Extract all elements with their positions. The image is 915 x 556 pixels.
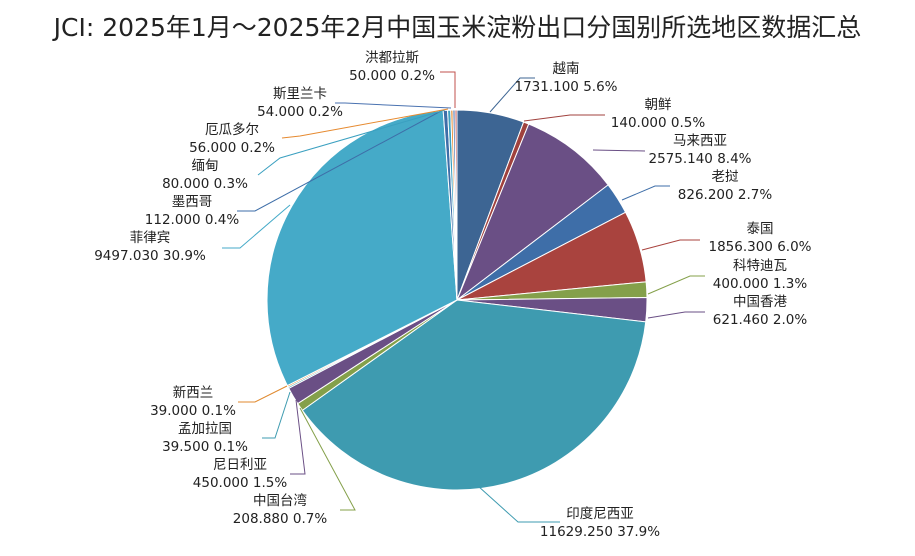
leader-line — [222, 204, 291, 249]
leader-line — [647, 275, 705, 295]
leader-line — [489, 77, 535, 113]
leader-line — [257, 109, 446, 176]
slice-label-value: 9497.030 30.9% — [94, 248, 206, 264]
slice-label-name: 缅甸 — [192, 158, 219, 174]
slice-label-value: 11629.250 37.9% — [540, 524, 660, 540]
slice-label-value: 80.000 0.3% — [162, 176, 248, 192]
leader-line — [237, 110, 442, 212]
slice-label-name: 中国台湾 — [253, 492, 307, 509]
pie-slice-17 — [454, 109, 458, 301]
leader-line — [335, 102, 452, 109]
slice-label-name: 印度尼西亚 — [566, 506, 634, 522]
slice-label-name: 朝鲜 — [645, 97, 672, 113]
slice-label-name: 斯里兰卡 — [273, 86, 327, 102]
leader-line — [440, 71, 456, 108]
slice-label-value: 826.200 2.7% — [678, 187, 773, 203]
leader-line — [477, 485, 560, 523]
slice-label-name: 科特迪瓦 — [733, 258, 787, 274]
chart-title: JCI: 2025年1月～2025年2月中国玉米淀粉出口分国别所选地区数据汇总 — [53, 13, 862, 42]
slice-label-name: 孟加拉国 — [178, 421, 232, 437]
leader-line — [262, 391, 291, 439]
leader-line — [290, 399, 306, 475]
slice-label-value: 112.000 0.4% — [145, 212, 240, 228]
pie-slice-2 — [455, 123, 609, 302]
slice-label-value: 39.000 0.1% — [150, 403, 236, 419]
leader-line — [641, 239, 700, 251]
slice-label-name: 墨西哥 — [172, 194, 213, 210]
slice-label-value: 39.500 0.1% — [162, 439, 248, 455]
slice-label-value: 450.000 1.5% — [193, 475, 288, 491]
slice-label-value: 54.000 0.2% — [257, 104, 343, 120]
slice-label-name: 老挝 — [712, 169, 740, 185]
leader-line — [647, 311, 705, 319]
leader-line — [238, 385, 288, 403]
slice-label-value: 1731.100 5.6% — [514, 79, 617, 95]
slice-label-value: 2575.140 8.4% — [648, 151, 751, 167]
leader-line — [281, 108, 449, 139]
slice-label-name: 越南 — [553, 61, 580, 77]
pie-slice-7 — [301, 299, 647, 491]
slice-label-value: 621.460 2.0% — [713, 312, 808, 328]
leader-line — [523, 114, 605, 122]
leader-line — [299, 407, 356, 511]
slice-label-name: 厄瓜多尔 — [205, 121, 259, 138]
slice-label-value: 208.880 0.7% — [233, 511, 328, 527]
slice-label-name: 马来西亚 — [673, 133, 727, 149]
slice-label-name: 菲律宾 — [130, 230, 171, 246]
slice-label-name: 泰国 — [747, 221, 774, 237]
slice-label-name: 尼日利亚 — [213, 457, 267, 473]
slice-label-value: 56.000 0.2% — [189, 140, 275, 156]
leader-line — [621, 185, 670, 201]
slice-label-name: 中国香港 — [733, 294, 787, 310]
leader-line — [592, 149, 646, 152]
slice-label-value: 1856.300 6.0% — [708, 239, 811, 255]
slice-label-name: 新西兰 — [173, 385, 214, 401]
slice-label-value: 400.000 1.3% — [713, 276, 808, 292]
slice-label-name: 洪都拉斯 — [365, 50, 419, 66]
slice-label-value: 140.000 0.5% — [611, 115, 706, 131]
slice-label-value: 50.000 0.2% — [349, 68, 435, 84]
